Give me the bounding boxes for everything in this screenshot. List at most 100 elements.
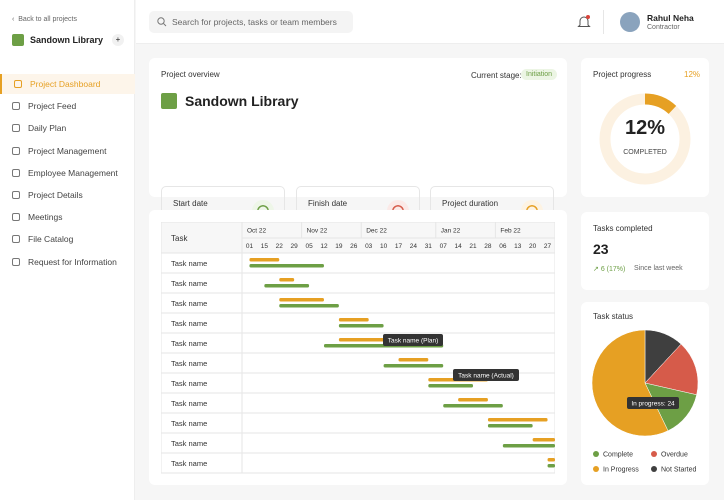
- nav-icon: [12, 257, 20, 266]
- tasks-completed-card: Tasks completed 23 ↗ 6 (17%) Since last …: [581, 212, 709, 290]
- gantt-task-header: Task: [171, 234, 188, 243]
- task-row: [161, 452, 555, 474]
- progress-card: Project progress 12% 12% COMPLETED: [581, 58, 709, 197]
- task-row: [161, 312, 555, 334]
- nav-icon: [14, 80, 22, 88]
- add-button[interactable]: +: [112, 34, 124, 46]
- nav-item[interactable]: File Catalog: [0, 229, 135, 249]
- nav-item[interactable]: Daily Plan: [0, 118, 135, 138]
- day-label: 07: [440, 243, 448, 250]
- nav-label: Employee Management: [28, 167, 118, 178]
- nav-item[interactable]: Project Feed: [0, 96, 135, 116]
- date-label: Finish date: [308, 199, 348, 208]
- nav-item[interactable]: Meetings: [0, 207, 135, 227]
- date-label: Start date: [173, 199, 208, 208]
- month-label: Jan 22: [441, 228, 461, 235]
- plan-bar: [338, 318, 369, 322]
- pie-annotation: In progress: 24: [631, 401, 675, 408]
- plan-bar: [532, 438, 555, 442]
- day-label: 27: [544, 243, 552, 250]
- actual-tooltip: Task name (Actual): [458, 373, 514, 380]
- nav-item[interactable]: Project Management: [0, 141, 135, 161]
- project-icon: [12, 34, 24, 46]
- month-label: Dec 22: [366, 228, 387, 235]
- nav-label: Daily Plan: [28, 123, 67, 134]
- day-label: 24: [410, 243, 418, 250]
- project-name[interactable]: Sandown Library: [30, 35, 104, 45]
- actual-bar: [428, 384, 474, 388]
- user-role: Contractor: [647, 24, 680, 31]
- task-name: Task name: [171, 359, 207, 368]
- day-label: 15: [261, 243, 269, 250]
- legend-dot: [651, 451, 657, 457]
- nav-item[interactable]: Employee Management: [0, 163, 135, 183]
- task-name: Task name: [171, 279, 207, 288]
- plan-tooltip: Task name (Plan): [388, 338, 439, 345]
- actual-bar: [279, 304, 339, 308]
- plan-bar: [249, 258, 280, 262]
- nav-icon: [12, 191, 20, 199]
- actual-bar: [443, 404, 503, 408]
- legend-dot: [651, 466, 657, 472]
- day-label: 19: [335, 243, 343, 250]
- stage-badge: Initiation: [521, 69, 558, 80]
- gantt-chart: Task Oct 22 01 15 22 29 Nov 22 05 12 19 26 Dec 22 03…: [161, 222, 555, 474]
- month-label: Feb 22: [500, 228, 521, 235]
- legend-label: Overdue: [661, 452, 688, 459]
- legend-dot: [593, 466, 599, 472]
- task-status-label: Task status: [593, 312, 634, 321]
- legend-label: In Progress: [603, 467, 639, 474]
- trend: ↗ 6 (17%): [593, 266, 626, 273]
- nav-label: File Catalog: [28, 234, 74, 245]
- actual-bar: [487, 424, 533, 428]
- back-text[interactable]: Back to all projects: [18, 16, 77, 23]
- day-label: 01: [246, 243, 254, 250]
- tasks-completed-count: 23: [593, 241, 609, 257]
- nav-item[interactable]: Project Details: [0, 185, 135, 205]
- trend-since: Since last week: [634, 265, 683, 272]
- date-label: Project duration: [442, 199, 499, 208]
- pie-slice: [644, 343, 699, 396]
- task-name: Task name: [171, 439, 207, 448]
- task-row: [161, 272, 555, 294]
- nav-icon: [12, 168, 20, 177]
- day-label: 13: [514, 243, 522, 250]
- nav-item[interactable]: Project Dashboard: [0, 74, 135, 94]
- actual-bar: [264, 284, 310, 288]
- task-name: Task name: [171, 419, 207, 428]
- day-label: 31: [425, 243, 433, 250]
- task-row: [161, 252, 555, 274]
- progress-percent: 12%: [684, 70, 701, 79]
- nav-label: Request for Information: [28, 256, 117, 267]
- donut-value: 12%: [625, 117, 665, 139]
- nav-label: Project Management: [28, 145, 107, 156]
- nav-icon: [12, 146, 20, 155]
- bell[interactable]: [577, 14, 591, 30]
- pie-chart: In progress: 24 Complete Overdue In Progres…: [591, 329, 699, 474]
- back-link[interactable]: ‹ Back to all projects: [12, 16, 77, 23]
- task-status-card: Task status In progress: 24 Complete Overd…: [581, 302, 709, 485]
- nav-icon: [12, 213, 20, 222]
- nav-icon: [12, 124, 20, 133]
- nav-icon: [12, 235, 20, 244]
- task-name: Task name: [171, 399, 207, 408]
- tasks-completed-label: Tasks completed: [593, 224, 653, 233]
- legend-dot: [593, 451, 599, 457]
- nav-label: Project Feed: [28, 101, 77, 112]
- nav-item[interactable]: Request for Information: [0, 252, 135, 272]
- search-placeholder: Search for projects, tasks or team membe…: [172, 17, 337, 27]
- header: Search for projects, tasks or team membe…: [136, 0, 724, 44]
- tooltip-bg: [383, 334, 443, 346]
- day-label: 22: [276, 243, 284, 250]
- task-name: Task name: [171, 339, 207, 348]
- actual-bar: [338, 324, 384, 328]
- avatar[interactable]: [620, 12, 640, 32]
- progress-label: Project progress: [593, 70, 652, 79]
- day-label: 10: [380, 243, 388, 250]
- actual-bar: [383, 364, 444, 368]
- search-box[interactable]: Search for projects, tasks or team membe…: [149, 11, 353, 33]
- plan-bar: [398, 358, 429, 362]
- day-label: 14: [455, 243, 463, 250]
- day-label: 05: [305, 243, 313, 250]
- overview-title: Sandown Library: [185, 93, 299, 109]
